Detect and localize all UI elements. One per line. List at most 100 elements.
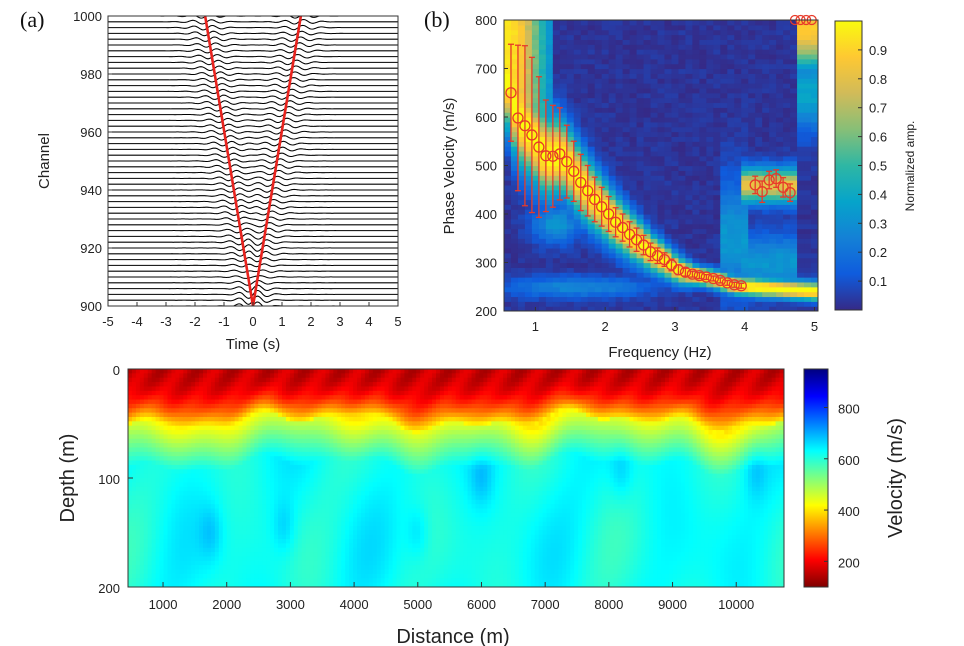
velocity-cell — [163, 382, 169, 388]
heatmap-cell — [580, 214, 589, 220]
heatmap-cell — [650, 155, 659, 162]
velocity-cell — [163, 560, 169, 566]
heatmap-cell — [594, 78, 603, 84]
velocity-cell — [187, 382, 192, 388]
velocity-cell — [135, 491, 141, 497]
velocity-cell — [203, 530, 208, 536]
heatmap-cell — [755, 49, 763, 55]
heatmap-cell — [629, 204, 638, 210]
heatmap-cell — [573, 136, 582, 142]
heatmap-cell — [650, 58, 659, 65]
velocity-cell — [266, 425, 271, 431]
velocity-cell — [151, 547, 157, 553]
heatmap-cell — [804, 214, 812, 220]
velocity-cell — [258, 573, 263, 579]
heatmap-cell — [608, 184, 617, 191]
heatmap-cell — [720, 49, 728, 55]
velocity-cell — [274, 495, 279, 501]
heatmap-cell — [559, 24, 568, 31]
heatmap-cell — [720, 165, 728, 171]
heatmap-cell — [545, 184, 554, 191]
velocity-cell — [203, 390, 208, 396]
heatmap-cell — [510, 78, 519, 84]
heatmap-cell — [776, 209, 784, 215]
velocity-cell — [230, 499, 236, 505]
velocity-cell — [258, 403, 263, 409]
heatmap-cell — [538, 136, 547, 142]
velocity-cell — [242, 408, 248, 414]
heatmap-cell — [734, 194, 742, 201]
velocity-cell — [151, 473, 157, 479]
heatmap-cell — [608, 189, 617, 196]
velocity-cell — [214, 552, 220, 558]
velocity-cell — [171, 556, 176, 562]
velocity-cell — [179, 390, 184, 396]
velocity-cell — [210, 369, 216, 374]
velocity-cell — [262, 552, 267, 558]
heatmap-cell — [797, 141, 805, 147]
velocity-cell — [234, 495, 240, 501]
heatmap-cell — [741, 218, 749, 225]
velocity-cell — [131, 508, 137, 514]
heatmap-cell — [545, 199, 554, 205]
velocity-cell — [171, 486, 176, 492]
heatmap-cell — [685, 87, 693, 94]
velocity-cell — [246, 377, 252, 383]
velocity-cell — [143, 573, 149, 579]
velocity-cell — [254, 390, 259, 396]
velocity-cell — [266, 486, 271, 492]
velocity-cell — [262, 495, 267, 501]
velocity-cell — [171, 504, 176, 510]
heatmap-cell — [664, 262, 673, 268]
heatmap-cell — [790, 102, 798, 108]
velocity-cell — [195, 386, 200, 392]
velocity-cell — [206, 473, 212, 479]
heatmap-cell — [657, 238, 666, 244]
heatmap-cell — [720, 97, 728, 104]
velocity-cell — [175, 443, 180, 449]
velocity-cell — [238, 539, 244, 544]
heatmap-cell — [741, 155, 749, 162]
heatmap-cell — [573, 184, 582, 191]
velocity-cell — [183, 478, 188, 483]
velocity-cell — [214, 377, 220, 383]
velocity-cell — [206, 573, 212, 579]
velocity-cell — [135, 408, 141, 414]
velocity-cell — [246, 390, 252, 396]
velocity-cell — [274, 582, 279, 587]
heatmap-cell — [664, 267, 673, 273]
heatmap-cell — [615, 272, 624, 278]
heatmap-cell — [573, 39, 582, 45]
velocity-cell — [131, 534, 137, 540]
heatmap-cell — [776, 136, 784, 142]
velocity-cell — [210, 421, 216, 427]
heatmap-cell — [741, 199, 749, 205]
velocity-cell — [266, 386, 271, 392]
heatmap-cell — [580, 150, 589, 157]
heatmap-cell — [762, 44, 770, 50]
heatmap-cell — [727, 262, 735, 268]
heatmap-cell — [538, 73, 547, 79]
panel-b-xtick-label: 5 — [811, 319, 818, 334]
heatmap-cell — [720, 39, 728, 45]
heatmap-cell — [566, 286, 575, 293]
dispersion-pick-point — [603, 208, 615, 220]
panel-b-ytick-label: 200 — [475, 304, 497, 319]
heatmap-cell — [517, 214, 526, 220]
heatmap-cell — [678, 29, 687, 36]
velocity-cell — [151, 486, 157, 492]
heatmap-cell — [699, 252, 707, 259]
heatmap-cell — [566, 238, 575, 244]
velocity-cell — [155, 521, 161, 527]
heatmap-cell — [643, 121, 652, 128]
velocity-cell — [167, 560, 173, 566]
heatmap-cell — [678, 286, 687, 293]
heatmap-cell — [566, 243, 575, 249]
heatmap-cell — [790, 87, 798, 94]
heatmap-cell — [671, 102, 680, 108]
heatmap-cell — [636, 53, 645, 60]
velocity-cell — [270, 416, 275, 422]
velocity-cell — [210, 434, 216, 440]
velocity-cell — [171, 469, 176, 475]
velocity-cell — [234, 403, 240, 409]
